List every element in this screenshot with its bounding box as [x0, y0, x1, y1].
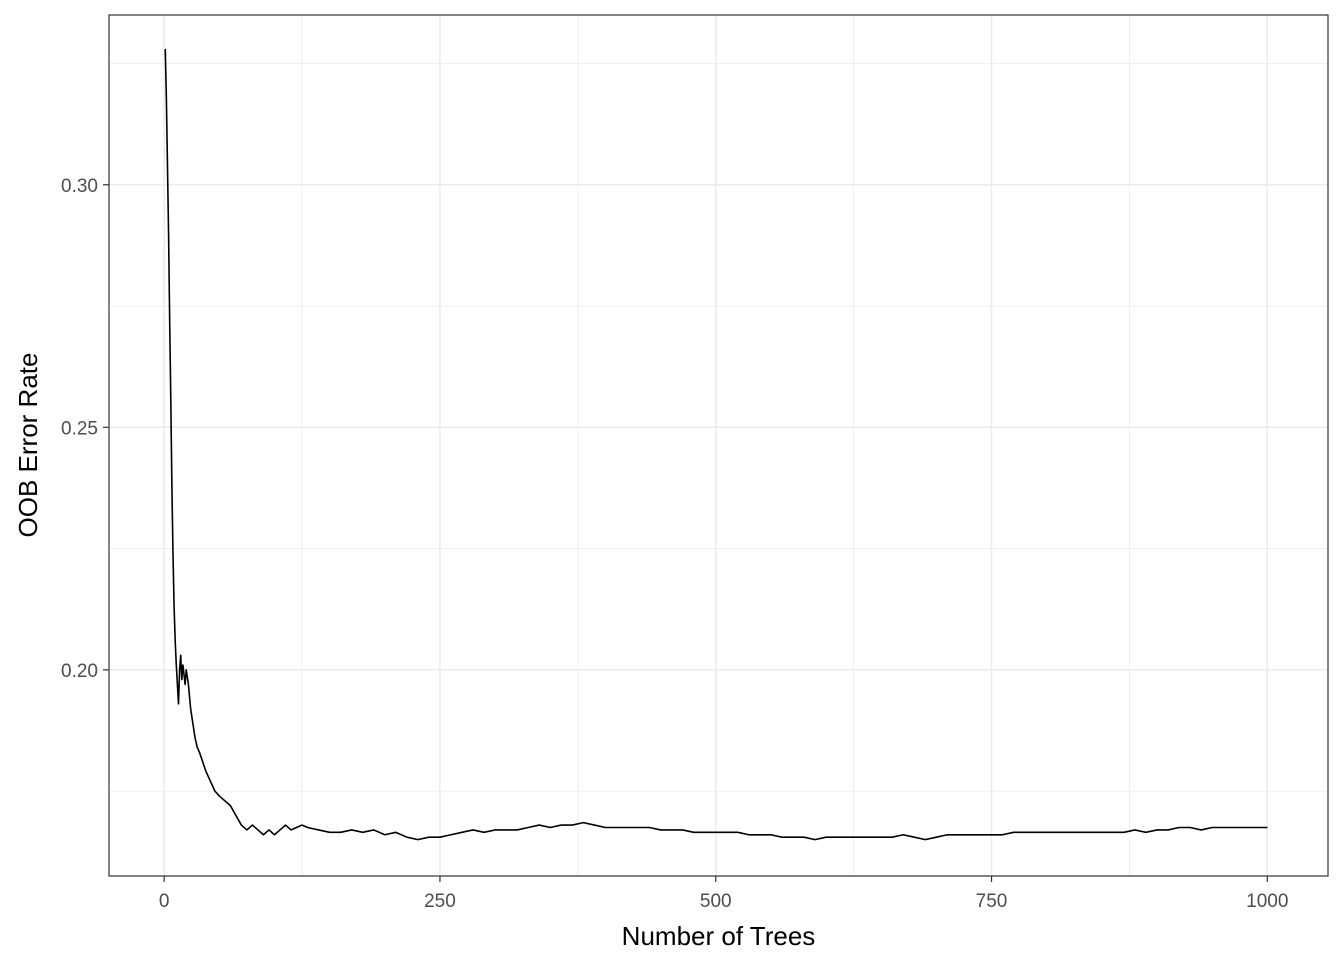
plot-border — [108, 14, 1329, 877]
y-tick-label: 0.25 — [61, 418, 98, 439]
minor-gridlines — [109, 15, 1328, 876]
x-tick-label: 250 — [424, 891, 456, 912]
x-tick-label: 750 — [976, 891, 1008, 912]
y-tick-label: 0.30 — [61, 176, 98, 197]
x-tick-label: 0 — [159, 891, 170, 912]
x-tick-label: 1000 — [1246, 891, 1288, 912]
x-axis-title: Number of Trees — [622, 921, 816, 951]
y-tick-label: 0.20 — [61, 661, 98, 682]
x-axis: 0 250 500 750 1000 — [159, 876, 1288, 912]
x-tick-label: 500 — [700, 891, 732, 912]
y-axis-title: OOB Error Rate — [13, 353, 43, 538]
oob-error-line — [164, 48, 1268, 841]
y-axis: 0.20 0.25 0.30 — [61, 176, 109, 682]
major-gridlines — [109, 15, 1328, 876]
plot-panel — [109, 15, 1328, 876]
